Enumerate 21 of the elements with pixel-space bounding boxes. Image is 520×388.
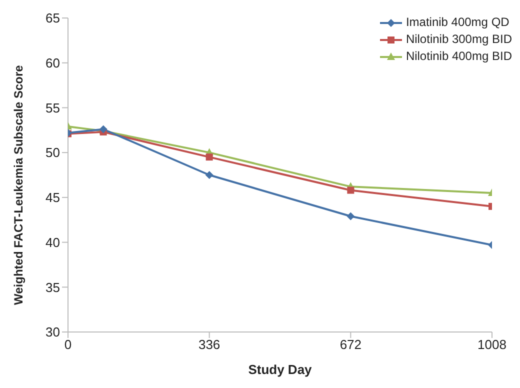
y-tick-label: 35 xyxy=(46,280,60,295)
point xyxy=(347,186,354,194)
y-tick-label: 30 xyxy=(46,324,60,340)
x-tick-label: 1008 xyxy=(478,337,506,352)
y-axis-title: Weighted FACT-Leukemia Subscale Score xyxy=(11,64,26,305)
y-tick-label: 65 xyxy=(46,10,60,26)
y-tick-label: 40 xyxy=(46,234,60,250)
y-tick-label: 50 xyxy=(46,145,60,160)
y-tick-label: 45 xyxy=(46,190,60,206)
point xyxy=(206,154,213,161)
y-tick-label: 55 xyxy=(46,100,60,116)
legend-label: Nilotinib 400mg BID xyxy=(404,48,512,65)
legend-label: Nilotinib 300mg BID xyxy=(404,31,512,48)
x-tick-label: 336 xyxy=(198,337,220,352)
point xyxy=(346,212,355,220)
legend-label: Imatinib 400mg QD xyxy=(404,14,510,31)
x-tick-label: 0 xyxy=(64,337,72,352)
x-tick-label: 672 xyxy=(340,337,362,352)
y-tick-label: 60 xyxy=(46,55,60,70)
point xyxy=(205,171,214,179)
x-axis-title: Study Day xyxy=(248,362,313,377)
